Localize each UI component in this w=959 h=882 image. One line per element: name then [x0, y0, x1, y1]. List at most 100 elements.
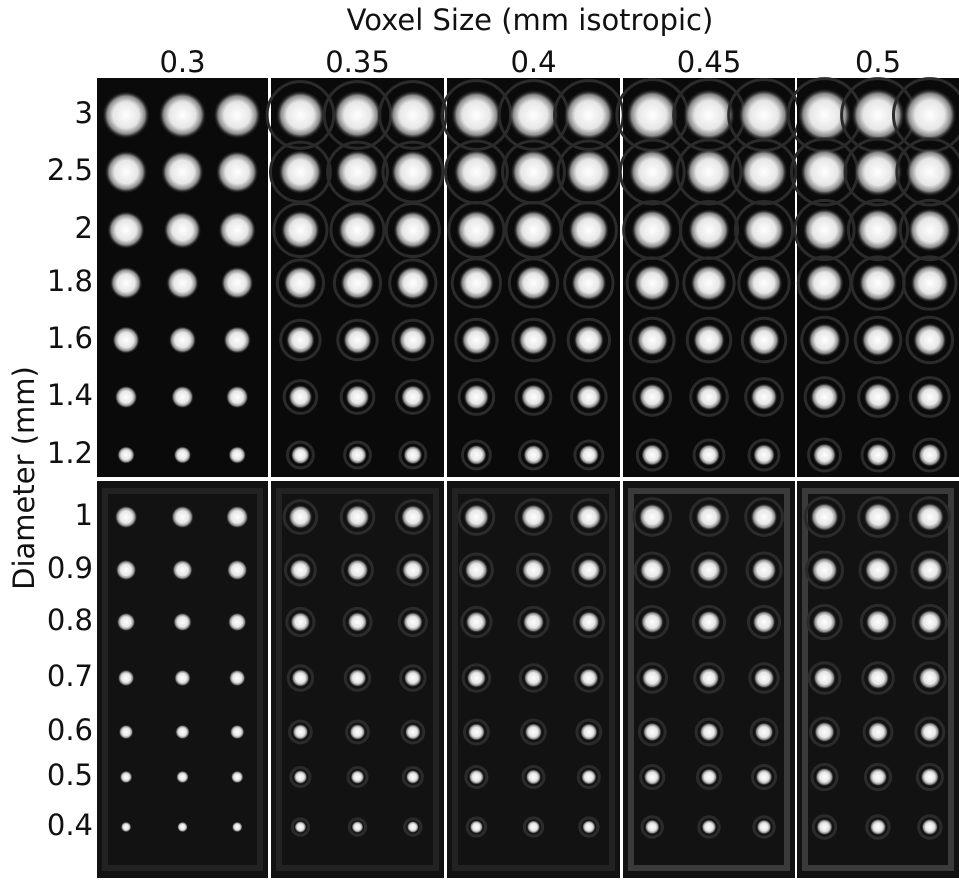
ring-artifact [571, 552, 607, 588]
phantom-dot [114, 505, 138, 529]
phantom-dot [401, 559, 424, 581]
phantom-dot [913, 323, 947, 357]
phantom-dot [402, 612, 423, 632]
phantom-dot [858, 263, 898, 303]
ring-artifact [633, 551, 671, 589]
ring-artifact [573, 439, 605, 471]
ring-artifact [339, 499, 376, 535]
ring-artifact [803, 376, 846, 418]
phantom-dot [280, 210, 320, 250]
phantom-dot [115, 559, 137, 581]
ring-artifact [289, 765, 312, 789]
ring-artifact [905, 315, 955, 365]
row-label: 0.5 [47, 758, 93, 792]
phantom-dot [853, 147, 903, 197]
phantom-dot [166, 266, 199, 300]
phantom-dot [626, 89, 679, 141]
phantom-dot [466, 444, 487, 466]
row-label: 1.8 [47, 264, 93, 298]
ring-artifact [384, 201, 441, 259]
ring-artifact [461, 663, 492, 693]
ring-artifact [572, 605, 605, 639]
phantom-dot [576, 384, 602, 410]
phantom-dot [285, 325, 315, 355]
ring-artifact [272, 201, 329, 259]
ring-artifact [752, 815, 776, 839]
phantom-dot [815, 767, 834, 787]
ring-artifact [511, 317, 556, 363]
phantom-dot [640, 610, 664, 634]
phantom-dot [388, 90, 438, 140]
ring-artifact [912, 437, 948, 473]
ring-artifact [401, 765, 424, 789]
phantom-dot [865, 609, 891, 635]
phantom-dot [917, 609, 943, 635]
ring-artifact [336, 318, 379, 362]
phantom-dot [743, 209, 786, 251]
phantom-dot [639, 557, 665, 583]
ring-artifact [566, 317, 612, 363]
phantom-dot [807, 323, 842, 357]
ring-artifact [636, 662, 669, 694]
ring-artifact [517, 605, 550, 639]
phantom-dot [291, 669, 310, 687]
ring-artifact [514, 378, 553, 416]
phantom-dot [642, 722, 662, 742]
phantom-dot [400, 505, 425, 529]
phantom-dot [163, 211, 202, 249]
ring-artifact [740, 316, 788, 364]
phantom-dot [405, 770, 420, 784]
phantom-dot [851, 88, 905, 142]
ring-artifact [800, 315, 849, 365]
phantom-dot [740, 148, 788, 196]
phantom-dot [638, 383, 666, 411]
ring-artifact [288, 719, 313, 745]
phantom-dot [461, 324, 492, 356]
phantom-dot [107, 211, 145, 249]
phantom-dot [390, 150, 435, 194]
ring-artifact [458, 552, 494, 588]
phantom-dot [921, 818, 939, 836]
phantom-dot [905, 147, 955, 197]
ring-artifact [902, 255, 958, 311]
ring-artifact [275, 258, 326, 308]
ring-artifact [395, 499, 431, 535]
ring-artifact [807, 661, 842, 695]
phantom-dot [738, 89, 791, 141]
phantom-dot [633, 264, 671, 302]
ring-artifact [865, 814, 891, 840]
phantom-dot [463, 504, 490, 530]
ring-artifact [283, 553, 317, 587]
ring-artifact [285, 440, 315, 470]
phantom-dot [638, 503, 666, 531]
ring-artifact [465, 816, 488, 838]
ring-artifact [342, 606, 373, 638]
phantom-dot [918, 443, 942, 467]
row-label: 2.5 [47, 153, 93, 187]
phantom-dot [756, 819, 772, 835]
ring-artifact [403, 817, 423, 837]
ring-artifact [563, 257, 615, 309]
phantom-dot [463, 384, 490, 410]
phantom-dot [698, 667, 720, 689]
phantom-dot [177, 821, 188, 833]
phantom-dot [104, 150, 148, 194]
ring-artifact [618, 138, 686, 206]
phantom-dot [522, 611, 545, 633]
panel-texture [276, 488, 439, 871]
phantom-dot [345, 505, 370, 529]
ring-artifact [809, 716, 840, 748]
ring-artifact [744, 377, 784, 417]
phantom-dot [404, 724, 421, 740]
phantom-dot [526, 820, 541, 834]
ring-artifact [908, 496, 951, 538]
phantom-dot [161, 150, 204, 194]
phantom-dot [868, 767, 888, 787]
phantom-dot [288, 505, 313, 529]
phantom-dot [518, 324, 549, 356]
ring-artifact [625, 256, 679, 310]
phantom-dot [172, 559, 193, 581]
phantom-dot [175, 724, 190, 740]
phantom-dot [468, 769, 485, 785]
phantom-dot [403, 669, 422, 687]
